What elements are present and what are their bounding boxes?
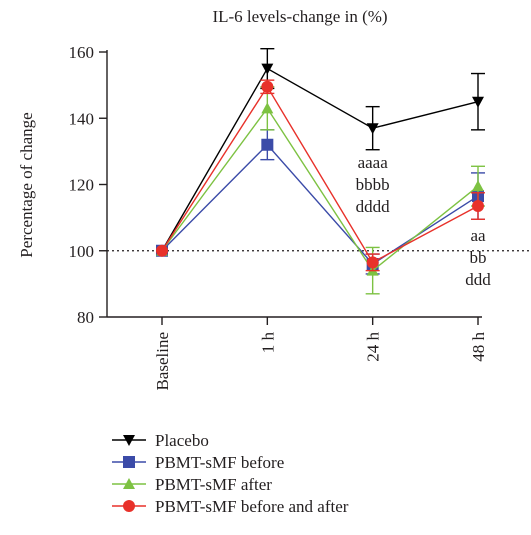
data-point xyxy=(261,102,274,114)
legend-marker xyxy=(123,478,135,489)
y-tick-label: 120 xyxy=(69,176,95,195)
significance-label: aaaa xyxy=(358,153,389,172)
legend-item: Placebo xyxy=(112,431,209,450)
legend-marker xyxy=(123,456,135,468)
series-3 xyxy=(156,79,485,272)
legend-marker xyxy=(123,500,135,512)
legend-item: PBMT-sMF before xyxy=(112,453,284,472)
y-axis-label: Percentage of change xyxy=(17,112,36,257)
y-tick-label: 100 xyxy=(69,242,95,261)
legend-marker xyxy=(123,435,135,446)
legend-label: PBMT-sMF after xyxy=(155,475,272,494)
series-line xyxy=(161,143,479,265)
legend: Placebo PBMT-sMF before PBMT-sMF after PBMT… xyxy=(112,431,349,516)
y-tick-label: 160 xyxy=(69,43,95,62)
x-tick-label: Baseline xyxy=(153,332,172,391)
significance-label: aa xyxy=(470,226,486,245)
data-point xyxy=(472,200,484,213)
significance-label: bb xyxy=(470,248,487,267)
y-tick-label: 80 xyxy=(77,308,94,327)
significance-label: ddd xyxy=(465,270,491,289)
y-tick-label: 140 xyxy=(69,109,95,128)
legend-label: PBMT-sMF before and after xyxy=(155,497,349,516)
legend-label: PBMT-sMF before xyxy=(155,453,284,472)
data-point xyxy=(261,138,274,151)
series-line xyxy=(161,85,479,264)
data-point xyxy=(261,80,274,93)
series-line xyxy=(161,67,479,252)
series-1 xyxy=(156,129,485,275)
data-point xyxy=(472,96,484,108)
data-point xyxy=(156,244,168,257)
chart-title: IL-6 levels-change in (%) xyxy=(212,7,387,26)
significance-label: dddd xyxy=(356,197,391,216)
series-line xyxy=(161,107,479,272)
x-tick-label: 1 h xyxy=(258,332,277,354)
legend-item: PBMT-sMF before and after xyxy=(112,497,349,516)
legend-label: Placebo xyxy=(155,431,209,450)
x-tick-label: 48 h xyxy=(469,332,488,362)
data-point xyxy=(366,256,379,269)
series-2 xyxy=(156,86,485,295)
significance-label: bbbb xyxy=(356,175,390,194)
data-point xyxy=(261,63,274,75)
data-point xyxy=(472,180,484,192)
legend-item: PBMT-sMF after xyxy=(112,475,272,494)
series-0 xyxy=(156,47,485,257)
data-point xyxy=(366,123,379,135)
x-tick-label: 24 h xyxy=(364,332,383,362)
